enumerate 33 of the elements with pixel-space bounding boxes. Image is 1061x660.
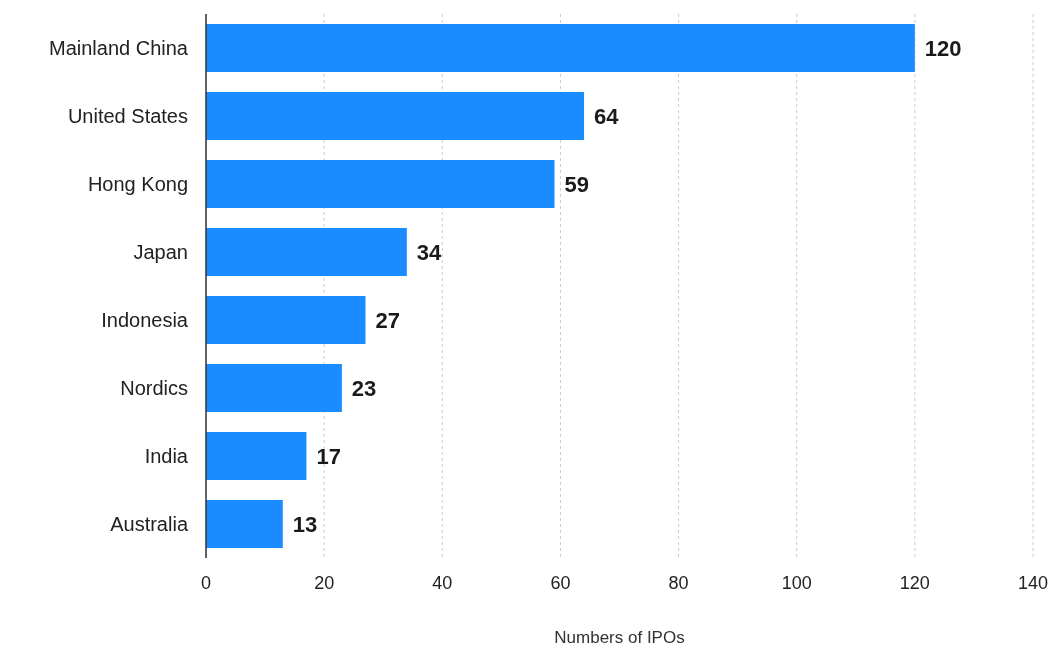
x-axis-title: Numbers of IPOs	[553, 628, 686, 648]
x-tick-label: 80	[668, 572, 689, 593]
bar	[206, 500, 283, 548]
y-tick-label: Hong Kong	[87, 173, 188, 196]
data-label: 27	[375, 307, 400, 333]
data-label: 17	[316, 443, 341, 469]
bar	[206, 228, 407, 276]
data-label: 59	[564, 171, 590, 197]
y-tick-label: Japan	[133, 241, 188, 264]
bar	[206, 296, 366, 344]
data-label: 120	[924, 35, 962, 61]
data-label: 23	[351, 375, 377, 401]
x-tick-label: 120	[899, 572, 930, 593]
y-tick-label: Mainland China	[49, 37, 189, 60]
y-tick-label: Indonesia	[101, 309, 189, 332]
y-tick-label: United States	[67, 105, 188, 128]
y-tick-label: Nordics	[120, 377, 188, 400]
x-tick-label: 100	[781, 572, 812, 593]
bar	[206, 364, 342, 412]
x-tick-label: 60	[550, 572, 571, 593]
data-label: 34	[416, 239, 443, 265]
bar	[206, 92, 585, 140]
data-label: 13	[292, 511, 318, 537]
x-tick-label: 140	[1017, 572, 1049, 593]
data-label: 64	[594, 103, 620, 129]
x-tick-label: 40	[432, 572, 453, 593]
y-tick-label: India	[144, 445, 189, 468]
y-tick-label: Australia	[110, 513, 189, 536]
bar	[206, 160, 555, 208]
bar	[206, 432, 307, 480]
x-tick-label: 20	[314, 572, 335, 593]
x-tick-label: 0	[200, 572, 212, 593]
bar	[206, 24, 915, 72]
